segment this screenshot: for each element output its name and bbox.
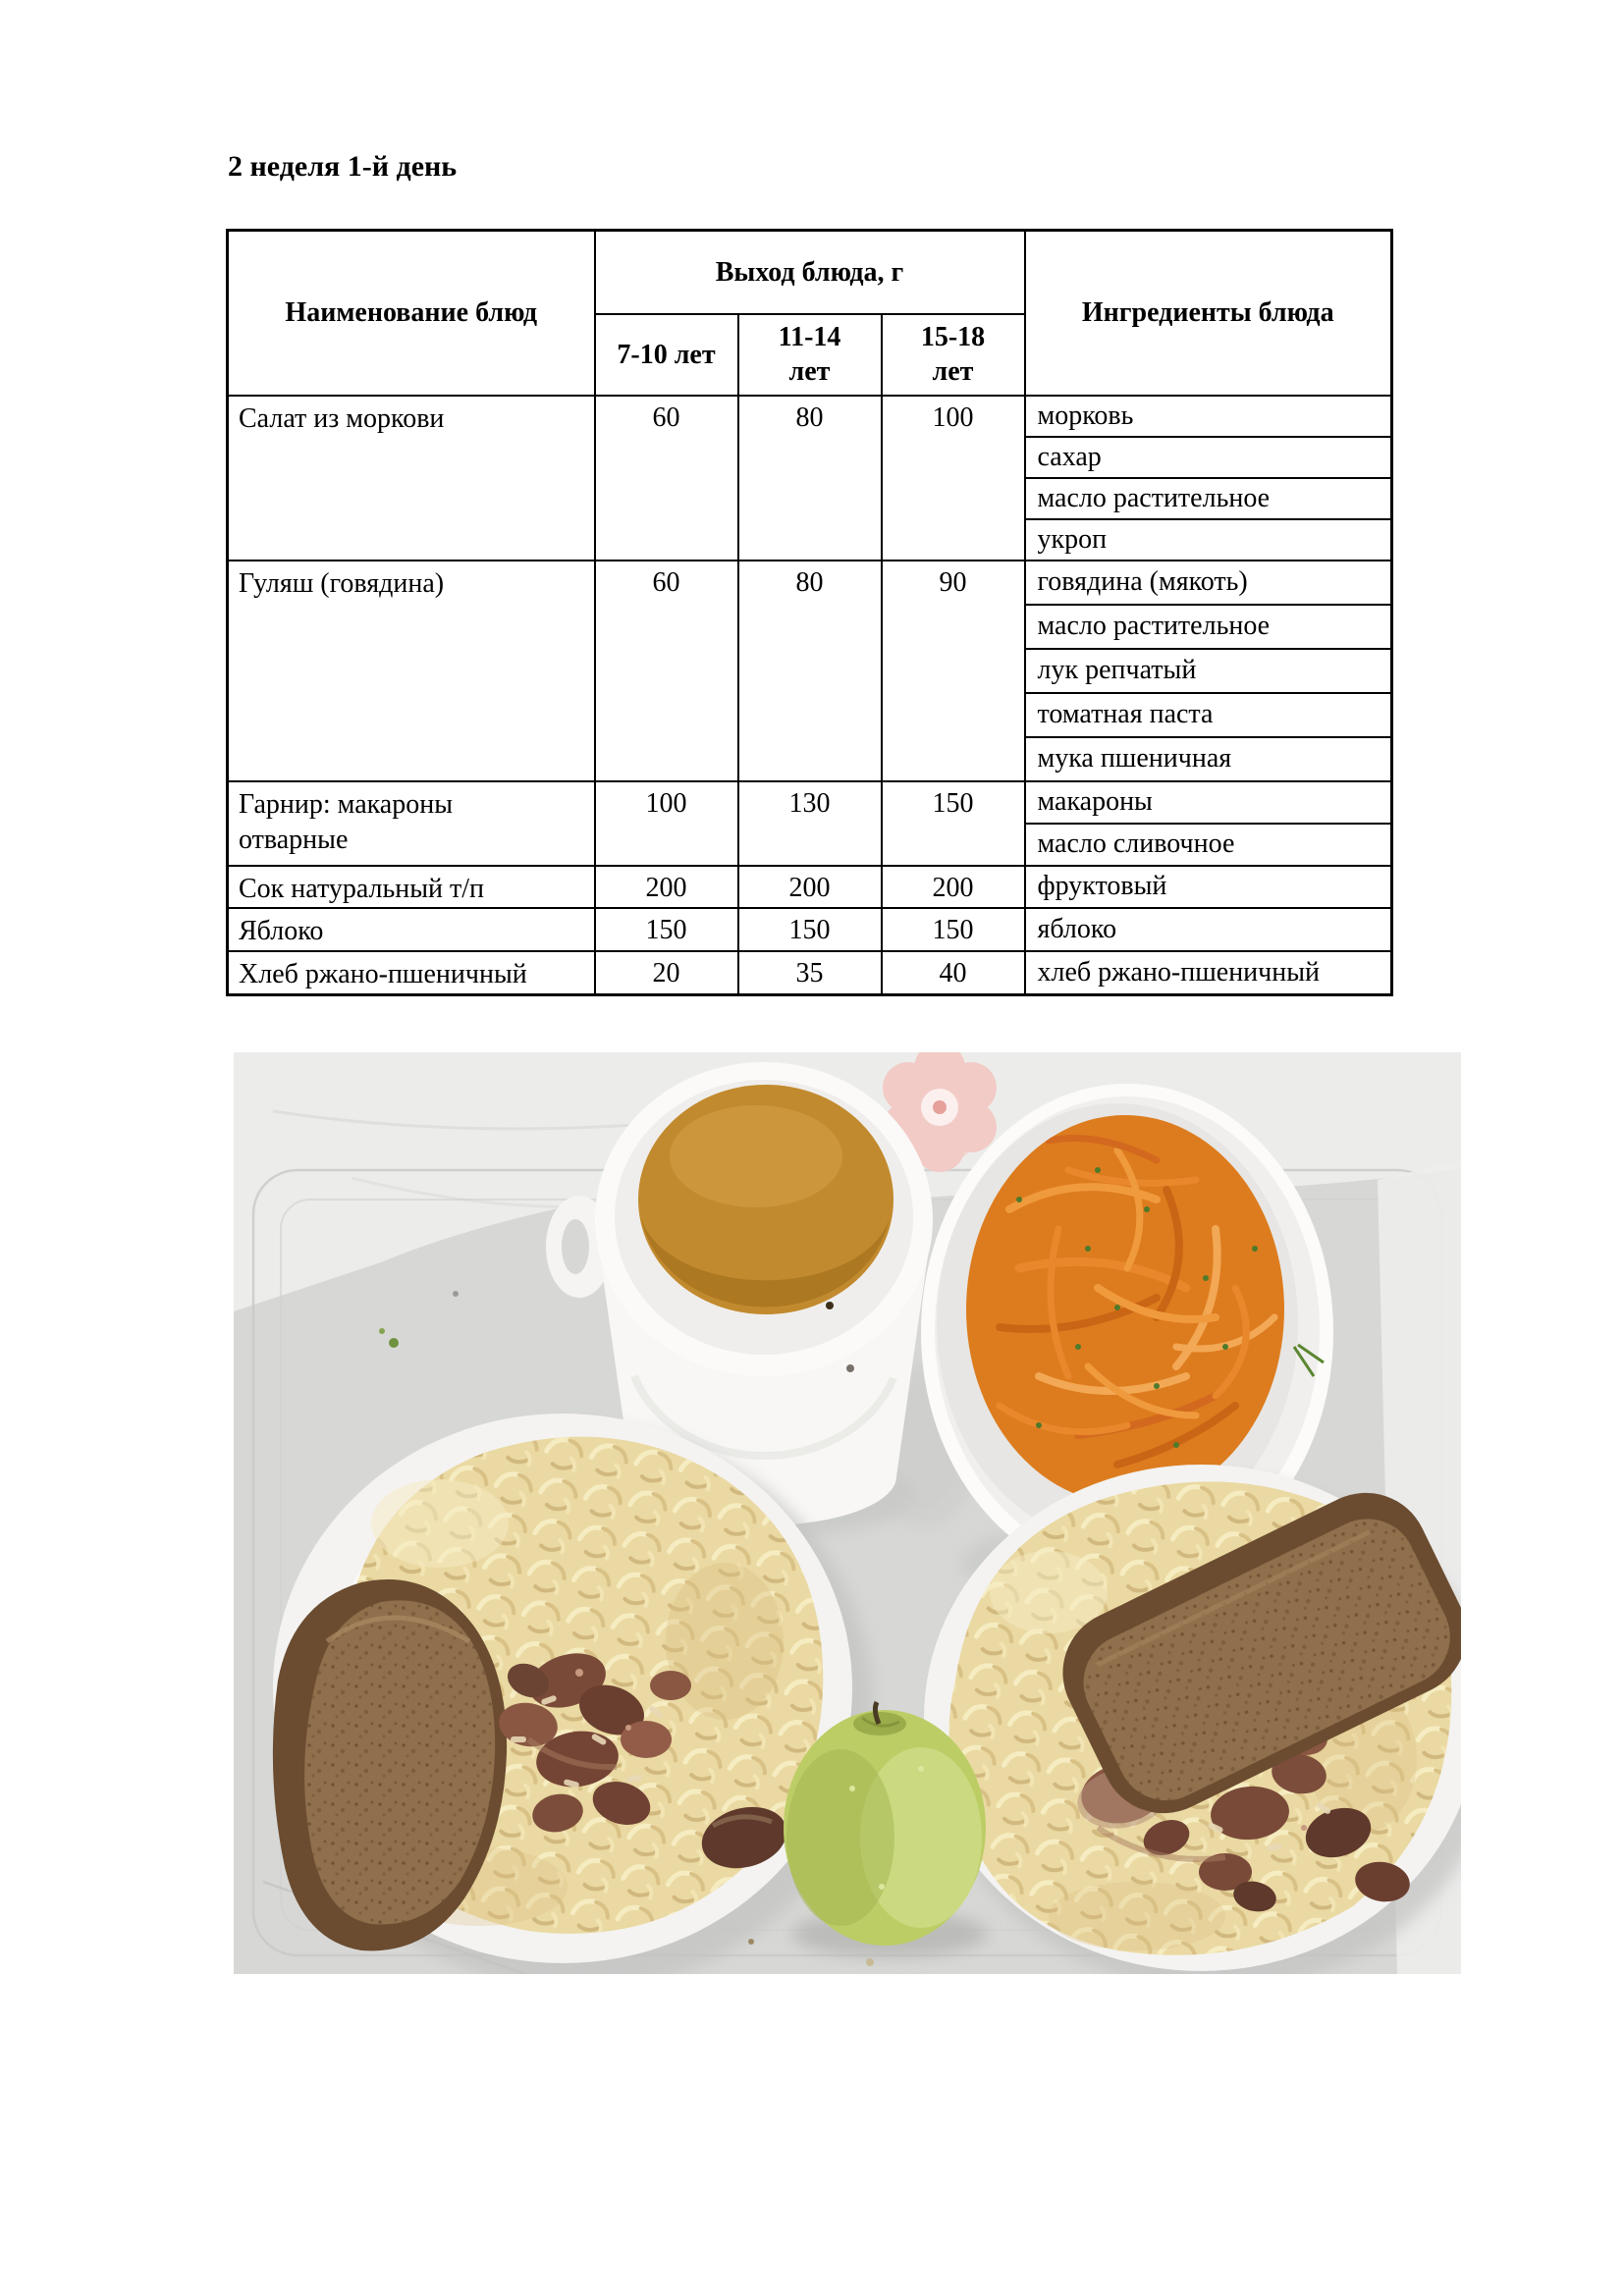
dish-name: Хлеб ржано-пшеничный [226,950,596,996]
apple [784,1700,988,1957]
portion-value: 40 [880,950,1026,996]
header-output: Выход блюда, г [593,229,1026,315]
apple-stem [872,1700,882,1725]
dish-row-juice: Сок натуральный т/п 200 200 200 фруктовы… [226,864,1393,910]
ingredient: укроп [1023,517,1393,561]
ingredient: говядина (мякоть) [1023,559,1393,606]
ingredient: лук репчатый [1023,647,1393,694]
herb-speck [389,1338,399,1348]
dish-row-garnish: Гарнир: макароны отварные 100 130 150 ма… [226,779,1393,867]
menu-table: Наименование блюд Выход блюда, г Ингреди… [226,229,1393,997]
dill-specks [1016,1167,1258,1448]
dish-name: Салат из моркови [226,394,596,561]
left-plate [272,1414,874,1974]
dish-name: Яблоко [226,907,596,953]
ingredient: макароны [1023,779,1393,825]
portion-value: 80 [736,559,883,782]
right-plate [924,1465,1461,1974]
portion-value: 200 [736,864,883,910]
ingredient: мука пшеничная [1023,735,1393,782]
header-row-2: 7-10 лет 11-14 лет 15-18 лет [228,312,1392,397]
bread-slice-right [1062,1492,1461,1814]
flower-decoration [883,1052,997,1172]
portion-value: 150 [880,779,1026,867]
header-age-15-18: 15-18 лет [880,312,1026,397]
dill-sprig [1292,1343,1325,1377]
portion-value: 80 [736,394,883,561]
ingredient: хлеб ржано-пшеничный [1023,950,1393,996]
portion-value: 20 [593,950,739,996]
portion-value: 35 [736,950,883,996]
ingredient: морковь [1023,394,1393,438]
meal-photo-svg [234,1052,1461,1974]
portion-value: 100 [880,394,1026,561]
dish-row-apple: Яблоко 150 150 150 яблоко [226,907,1393,953]
portion-value: 130 [736,779,883,867]
portion-value: 150 [736,907,883,953]
ingredient: масло растительное [1023,603,1393,650]
portion-value: 150 [880,907,1026,953]
bread-slice-left [272,1579,508,1951]
dish-row-goulash: Гуляш (говядина) 60 80 90 говядина (мяко… [226,559,1393,782]
portion-value: 200 [593,864,739,910]
dish-name: Сок натуральный т/п [226,864,596,910]
portion-value: 90 [880,559,1026,782]
portion-value: 60 [593,559,739,782]
ingredient: сахар [1023,435,1393,479]
meal-photo [234,1052,1461,1974]
dish-name: Гуляш (говядина) [226,559,596,782]
ingredient: яблоко [1023,907,1393,953]
ingredient: масло сливочное [1023,822,1393,867]
header-age-7-10: 7-10 лет [593,312,739,397]
dish-row-bread: Хлеб ржано-пшеничный 20 35 40 хлеб ржано… [226,950,1393,996]
header-dish-name: Наименование блюд [226,229,596,397]
header-age-11-14: 11-14 лет [736,312,883,397]
page-title: 2 неделя 1-й день [228,150,458,183]
dish-row-salad: Салат из моркови 60 80 100 морковь [226,394,1393,561]
portion-value: 100 [593,779,739,867]
header-row-1: Наименование блюд Выход блюда, г Ингреди… [226,229,1393,397]
portion-value: 200 [880,864,1026,910]
ingredient: томатная паста [1023,691,1393,738]
ingredient: масло растительное [1023,476,1393,520]
dish-name: Гарнир: макароны отварные [226,779,596,867]
ingredient: фруктовый [1023,864,1393,910]
carrot-strands [996,1135,1278,1468]
portion-value: 150 [593,907,739,953]
goulash-left [499,1653,787,1869]
header-ingredients: Ингредиенты блюда [1023,229,1393,397]
portion-value: 60 [593,394,739,561]
